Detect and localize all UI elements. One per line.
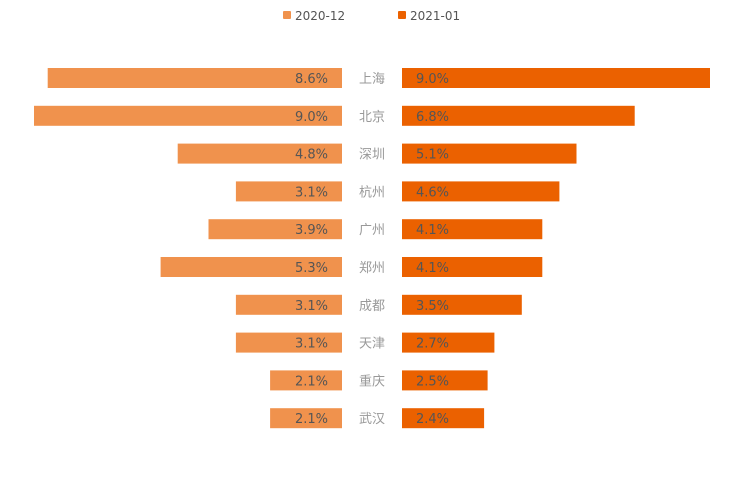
bar-2020-12-武汉[interactable] <box>270 408 342 429</box>
value-label-2021-01-重庆: 2.5% <box>416 374 449 389</box>
bar-2020-12-天津[interactable] <box>235 332 342 353</box>
bar-2020-12-杭州[interactable] <box>235 181 342 202</box>
value-label-2021-01-广州: 4.1% <box>416 223 449 238</box>
bar-2020-12-广州[interactable] <box>208 219 343 240</box>
category-label-武汉: 武汉 <box>359 412 385 427</box>
value-label-2021-01-郑州: 4.1% <box>416 261 449 276</box>
category-label-上海: 上海 <box>359 72 385 87</box>
bar-2021-01-成都[interactable] <box>402 294 522 315</box>
legend-swatch-2021-01 <box>398 11 406 19</box>
bar-2021-01-武汉[interactable] <box>402 408 485 429</box>
value-label-2020-12-武汉: 2.1% <box>295 412 328 427</box>
value-label-2021-01-杭州: 4.6% <box>416 185 449 200</box>
bar-2020-12-成都[interactable] <box>235 294 342 315</box>
series-2020-12-value-labels: 8.6% 9.0% 4.8% 3.1% 3.9% 5.3% 3.1% 3.1% 2.1% 2.1% <box>295 72 328 427</box>
value-label-2021-01-天津: 2.7% <box>416 337 449 352</box>
series-2021-01-bars <box>402 68 710 429</box>
value-label-2021-01-深圳: 5.1% <box>416 148 449 163</box>
bar-2020-12-上海[interactable] <box>47 68 342 88</box>
legend: 2020-12 2021-01 <box>283 9 460 23</box>
legend-label-2021-01[interactable]: 2021-01 <box>410 9 460 23</box>
category-label-北京: 北京 <box>359 110 385 125</box>
bar-2021-01-杭州[interactable] <box>402 181 560 202</box>
category-label-杭州: 杭州 <box>359 185 385 200</box>
bar-2020-12-郑州[interactable] <box>160 257 342 277</box>
bar-2021-01-北京[interactable] <box>402 105 635 126</box>
legend-swatch-2020-12 <box>283 11 291 19</box>
bar-2021-01-上海[interactable] <box>402 68 710 88</box>
value-label-2021-01-武汉: 2.4% <box>416 412 449 427</box>
category-label-郑州: 郑州 <box>359 261 385 276</box>
series-2020-12-bars <box>34 68 343 429</box>
category-label-广州: 广州 <box>359 223 385 238</box>
legend-label-2020-12[interactable]: 2020-12 <box>295 9 345 23</box>
category-label-天津: 天津 <box>359 337 385 352</box>
bar-2021-01-天津[interactable] <box>402 332 495 353</box>
value-label-2020-12-成都: 3.1% <box>295 299 328 314</box>
category-label-成都: 成都 <box>359 299 385 314</box>
bar-2020-12-深圳[interactable] <box>177 143 342 164</box>
value-label-2021-01-北京: 6.8% <box>416 110 449 125</box>
category-label-重庆: 重庆 <box>359 373 385 389</box>
category-label-深圳: 深圳 <box>359 148 385 163</box>
series-2021-01-value-labels: 9.0% 6.8% 5.1% 4.6% 4.1% 4.1% 3.5% 2.7% 2.5% 2.4% <box>416 72 449 427</box>
value-label-2020-12-天津: 3.1% <box>295 337 328 352</box>
value-label-2020-12-上海: 8.6% <box>295 72 328 87</box>
value-label-2020-12-北京: 9.0% <box>295 110 328 125</box>
bar-2020-12-北京[interactable] <box>34 105 342 126</box>
bar-2021-01-郑州[interactable] <box>402 257 543 277</box>
bar-2021-01-深圳[interactable] <box>402 143 577 164</box>
bar-2021-01-广州[interactable] <box>402 219 543 240</box>
value-label-2020-12-深圳: 4.8% <box>295 148 328 163</box>
value-label-2020-12-重庆: 2.1% <box>295 374 328 389</box>
value-label-2021-01-成都: 3.5% <box>416 299 449 314</box>
bar-2021-01-重庆[interactable] <box>402 370 488 391</box>
bar-2020-12-重庆[interactable] <box>270 370 342 391</box>
value-label-2020-12-杭州: 3.1% <box>295 185 328 200</box>
value-label-2021-01-上海: 9.0% <box>416 72 449 87</box>
value-label-2020-12-广州: 3.9% <box>295 223 328 238</box>
value-label-2020-12-郑州: 5.3% <box>295 261 328 276</box>
